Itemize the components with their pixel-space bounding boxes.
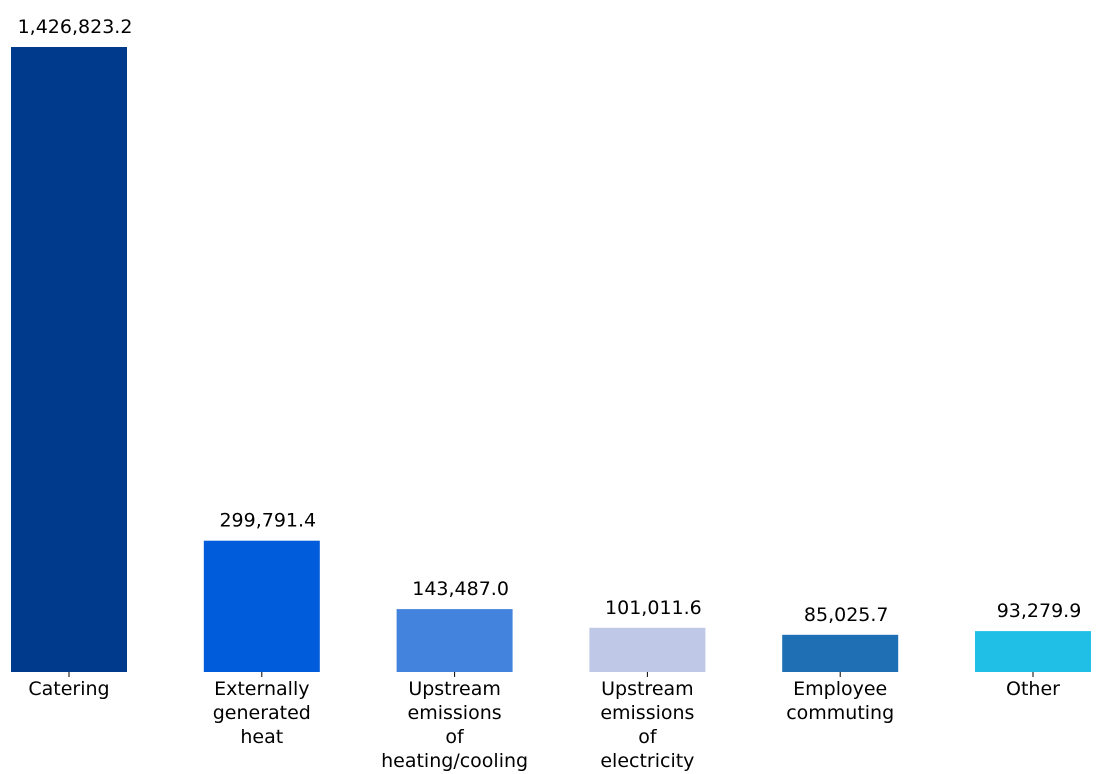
x-tick-label-employee-commuting: Employee commuting xyxy=(786,678,894,724)
data-label-other: 93,279.9 xyxy=(997,600,1082,622)
x-tick-label-line: Other xyxy=(1006,678,1060,700)
x-tick-label-line: generated xyxy=(213,702,311,724)
x-tick-label-line: Upstream xyxy=(408,678,501,700)
data-labels-layer: 1,426,823.2 299,791.4 143,487.0 101,011.6 85… xyxy=(18,16,1082,626)
x-tick-label-line: commuting xyxy=(786,702,894,724)
x-tick-label-line: Externally xyxy=(214,678,309,700)
x-tick-label-line: heating/cooling xyxy=(381,750,528,772)
x-tick-label-line: emissions xyxy=(408,702,502,724)
bar-catering xyxy=(11,47,127,672)
x-tick-label-line: emissions xyxy=(600,702,694,724)
x-tick-label-line: electricity xyxy=(600,750,694,772)
bar-other xyxy=(975,631,1091,672)
data-label-upstream-emissions-of-electricity: 101,011.6 xyxy=(605,597,702,619)
data-label-externally-generated-heat: 299,791.4 xyxy=(219,510,316,532)
x-tick-label-catering: Catering xyxy=(28,678,109,700)
bar-upstream-emissions-of-electricity xyxy=(589,627,706,672)
x-tick-label-line: heat xyxy=(240,726,283,748)
x-tick-label-line: Catering xyxy=(28,678,109,700)
x-tick-label-other: Other xyxy=(1006,678,1060,700)
x-tick-label-upstream-emissions-of-electricity: Upstream emissions of electricity xyxy=(600,678,694,772)
bar-upstream-emissions-of-heating-cooling xyxy=(396,609,513,672)
data-label-employee-commuting: 85,025.7 xyxy=(804,604,889,626)
bars-layer xyxy=(11,47,1091,672)
ticks-layer xyxy=(68,672,1034,677)
x-tick-label-line: of xyxy=(445,726,465,748)
data-label-upstream-emissions-of-heating-cooling: 143,487.0 xyxy=(412,578,509,600)
x-tick-label-upstream-emissions-of-heating-cooling: Upstream emissions of heating/cooling xyxy=(381,678,528,772)
bar-externally-generated-heat xyxy=(203,540,320,672)
bar-employee-commuting xyxy=(782,634,899,672)
data-label-catering: 1,426,823.2 xyxy=(18,16,133,38)
x-tick-label-line: Employee xyxy=(793,678,887,700)
x-tick-label-externally-generated-heat: Externally generated heat xyxy=(213,678,311,748)
x-tick-label-line: Upstream xyxy=(601,678,694,700)
x-tick-label-line: of xyxy=(638,726,658,748)
